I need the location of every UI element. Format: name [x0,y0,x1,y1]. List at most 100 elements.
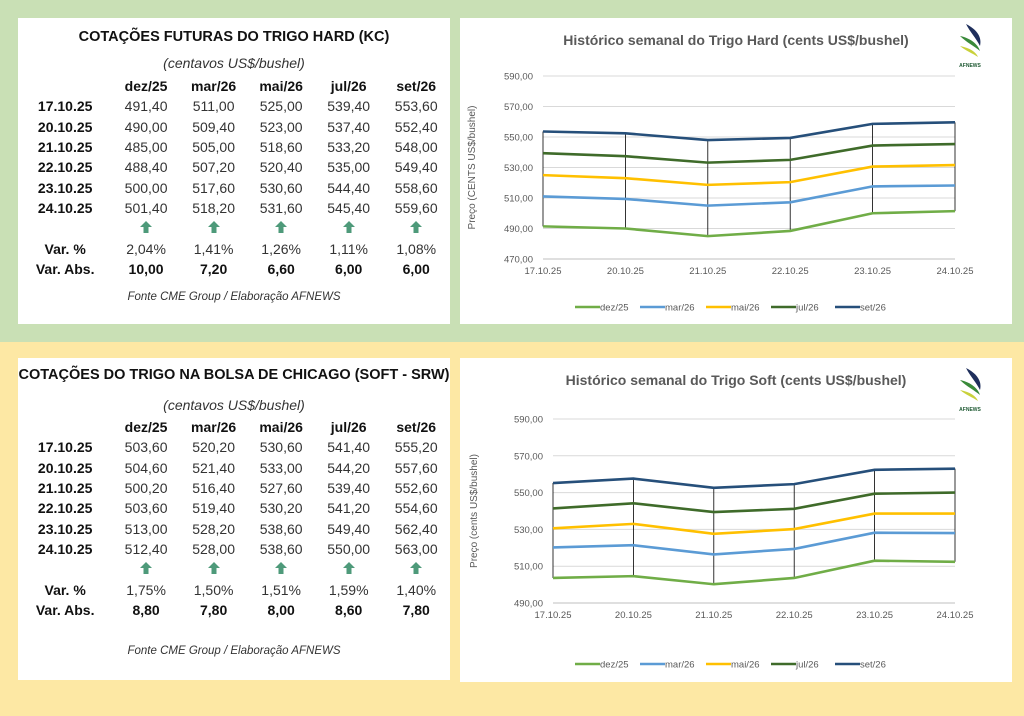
y-tick-label: 590,00 [504,72,533,83]
legend-label: mai/26 [731,303,760,314]
trend-cell [112,559,180,579]
column-header: mar/26 [191,419,237,436]
legend-label: dez/25 [600,660,629,671]
header-row: dez/25 mar/26 mai/26 jul/26 set/26 [18,76,450,96]
quotes-table: dez/25 mar/26 mai/26 jul/26 set/26 17.10.25 49… [18,76,450,279]
x-tick-label: 23.10.25 [854,266,891,277]
price-cell: 548,00 [394,139,438,156]
price-cell: 517,60 [192,179,236,196]
row-date: 24.10.25 [37,540,93,557]
row-date: 23.10.25 [37,520,93,537]
price-cell: 545,40 [327,199,371,216]
price-cell: 512,40 [124,540,168,557]
y-tick-label: 510,00 [504,194,533,205]
table-source: Fonte CME Group / Elaboração AFNEWS [127,291,341,303]
var-abs-cell: 6,00 [402,260,430,277]
price-cell: 535,00 [327,159,371,176]
price-cell: 530,60 [259,179,303,196]
price-cell: 513,00 [124,520,168,537]
arrow-up-icon [342,561,355,574]
column-header: mai/26 [259,419,303,436]
price-cell: 501,40 [124,199,168,216]
legend-label: set/26 [860,303,886,314]
price-cell: 549,40 [394,159,438,176]
x-tick-label: 22.10.25 [772,266,809,277]
y-tick-label: 470,00 [504,255,533,266]
arrow-up-icon [275,220,288,233]
x-tick-label: 17.10.25 [535,610,572,621]
row-date: 21.10.25 [37,139,93,156]
trend-cell [315,218,383,238]
x-tick-label: 20.10.25 [607,266,644,277]
table-row: 22.10.25 503,60 519,40 530,20 541,20 554,60 [18,498,450,518]
legend-label: dez/25 [600,303,629,314]
table-row: 23.10.25 500,00 517,60 530,60 544,40 558,60 [18,177,450,197]
arrow-up-icon [410,220,423,233]
header-blank [18,417,112,437]
price-cell: 563,00 [394,540,438,557]
table-row: 21.10.25 500,20 516,40 527,60 539,40 552,60 [18,478,450,498]
price-cell: 557,60 [394,459,438,476]
table-subtitle: (centavos US$/bushel) [163,397,305,413]
price-cell: 552,40 [394,118,438,135]
x-tick-label: 21.10.25 [695,610,732,621]
var-pct-cell: 1,59% [328,581,369,598]
price-cell: 525,00 [259,98,303,115]
legend-label: jul/26 [795,660,819,671]
legend-label: mar/26 [665,660,695,671]
trend-cell [247,218,315,238]
var-pct-label: Var. % [44,581,86,598]
price-cell: 559,60 [394,199,438,216]
x-tick-label: 22.10.25 [776,610,813,621]
price-cell: 521,40 [192,459,236,476]
var-abs-cell: 7,20 [199,260,228,277]
var-abs-label: Var. Abs. [35,601,95,618]
row-date: 17.10.25 [37,98,93,115]
price-cell: 537,40 [327,118,371,135]
var-pct-cell: 1,51% [261,581,301,598]
hard-wheat-chart: Histórico semanal do Trigo Hard (cents U… [467,24,981,314]
y-tick-label: 530,00 [514,525,543,536]
price-cell: 490,00 [124,118,168,135]
table-row: 20.10.25 504,60 521,40 533,00 544,20 557,60 [18,458,450,478]
price-cell: 509,40 [192,118,236,135]
var-pct-cell: 1,26% [261,240,301,257]
var-pct-cell: 2,04% [126,240,166,257]
x-tick-label: 24.10.25 [937,610,974,621]
afnews-logo: AFNEWS [959,368,981,413]
trend-cell [247,559,315,579]
arrow-up-icon [410,561,423,574]
series-line-dez-25 [552,559,956,586]
price-cell: 503,60 [124,500,168,517]
var-pct-cell: 1,50% [193,581,234,598]
var-abs-label: Var. Abs. [35,260,95,277]
table-row: 20.10.25 490,00 509,40 523,00 537,40 552,40 [18,117,450,137]
chart-title: Histórico semanal do Trigo Hard (cents U… [563,32,908,48]
column-header: dez/25 [124,78,168,95]
y-tick-label: 490,00 [504,224,533,235]
table-row: 17.10.25 503,60 520,20 530,60 541,40 555,20 [18,437,450,457]
row-date: 20.10.25 [37,118,93,135]
row-date: 23.10.25 [37,179,93,196]
column-header: jul/26 [330,419,367,436]
price-cell: 503,60 [124,439,168,456]
price-cell: 538,60 [259,520,303,537]
series-line-mai-26 [542,163,956,187]
price-cell: 511,00 [192,98,235,115]
price-cell: 528,20 [192,520,236,537]
price-cell: 555,20 [394,439,438,456]
price-cell: 488,40 [124,159,168,176]
column-header: set/26 [396,419,437,436]
arrow-up-icon [275,561,288,574]
trend-cell [382,559,450,579]
var-pct-cell: 1,11% [329,240,369,257]
row-date: 22.10.25 [37,500,93,517]
price-cell: 544,20 [327,459,371,476]
x-tick-label: 21.10.25 [689,266,726,277]
trend-blank [18,218,112,238]
price-cell: 539,40 [327,480,371,497]
y-tick-label: 550,00 [504,133,533,144]
arrow-up-icon [207,561,220,574]
hard-wheat-chart-panel: Histórico semanal do Trigo Hard (cents U… [460,18,1012,324]
arrow-up-icon [140,220,153,233]
